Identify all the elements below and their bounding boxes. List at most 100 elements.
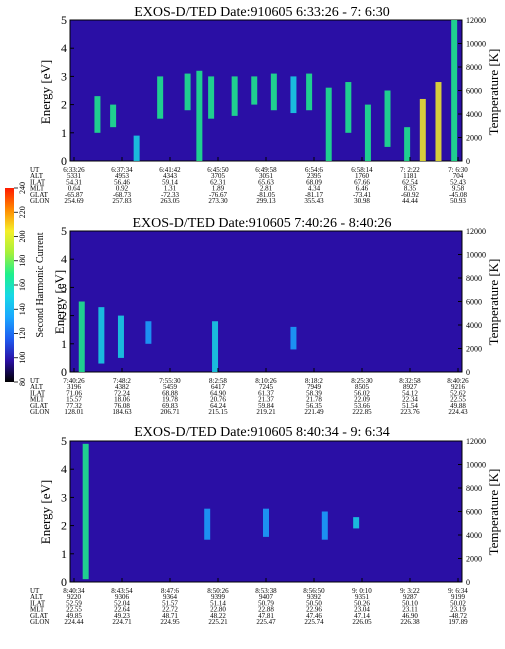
y2-tick-label: 6000 <box>466 298 482 307</box>
orbit-cell: 8:2:58 <box>209 377 227 385</box>
orbit-cell: 6:49:58 <box>255 166 277 174</box>
orbit-cell: 222.85 <box>352 408 372 416</box>
spectrogram-feature <box>117 315 124 358</box>
y2-tick-label: 6000 <box>466 508 482 517</box>
orbit-cell: 8:50:26 <box>207 587 229 595</box>
orbit-cell: 62.54 <box>402 178 418 186</box>
orbit-cell: 299.13 <box>256 197 276 205</box>
orbit-cell: 68.88 <box>162 389 178 397</box>
orbit-cell: 50.50 <box>306 599 322 607</box>
orbit-cell: 257.83 <box>112 197 132 205</box>
spectrogram-feature <box>231 76 238 116</box>
panel-3-y2-ticks: 0 2000 4000 6000 8000 10000 12000 <box>458 437 486 587</box>
orbit-cell: 8:25:30 <box>351 377 373 385</box>
orbit-cell: 9: 6:34 <box>448 587 468 595</box>
spectrogram-feature <box>196 70 203 161</box>
orbit-cell: 6.46 <box>356 185 369 193</box>
orbit-cell: 22.88 <box>258 606 274 614</box>
panel-1-y2label: Temperature [K] <box>486 49 501 136</box>
y-tick-label: 3 <box>61 280 67 294</box>
orbit-cell: -81.05 <box>257 191 276 199</box>
orbit-cell: 47.46 <box>306 612 322 620</box>
orbit-cell: 58.39 <box>306 389 322 397</box>
panel-1: EXOS-D/TED Date:910605 6:33:26 - 7: 6:30… <box>30 5 501 205</box>
orbit-cell: 23.04 <box>354 606 370 614</box>
orbit-cell: 22.72 <box>162 606 178 614</box>
y-tick-label: 1 <box>61 126 67 140</box>
orbit-cell: 52.43 <box>450 178 466 186</box>
orbit-cell: 6:45:50 <box>207 166 229 174</box>
orbit-cell: 6:54:6 <box>305 166 323 174</box>
orbit-cell: 8:43:54 <box>111 587 133 595</box>
spectrogram-feature <box>263 508 269 537</box>
y-tick-label: 1 <box>61 337 67 351</box>
panel-1-orbit-columns: 6:33:26533154.310.64-65.87254.696:37:344… <box>63 157 468 205</box>
orbit-cell: 22.96 <box>306 606 322 614</box>
spectrogram-feature <box>419 98 426 161</box>
spectrogram-feature <box>133 135 140 161</box>
orbit-cell: 53.66 <box>354 402 370 410</box>
orbit-cell: 9306 <box>115 593 130 601</box>
y-tick-label: 0 <box>61 575 67 589</box>
y2-tick-label: 0 <box>466 578 470 587</box>
panel-2-y2label: Temperature [K] <box>486 259 501 346</box>
orbit-cell: 6:33:26 <box>63 166 85 174</box>
orbit-row-label: UT <box>30 166 40 174</box>
orbit-cell: 221.49 <box>304 408 324 416</box>
orbit-cell: 22.09 <box>354 396 370 404</box>
y2-tick-label: 2000 <box>466 555 482 564</box>
y2-tick-label: 8000 <box>466 484 482 493</box>
orbit-cell: 47.14 <box>354 612 370 620</box>
orbit-cell: 44.44 <box>402 197 418 205</box>
orbit-cell: 51.14 <box>210 599 226 607</box>
panel-1-plot-area <box>69 19 463 162</box>
spectrogram-feature <box>212 321 219 372</box>
orbit-cell: 48.71 <box>162 612 178 620</box>
orbit-cell: 273.30 <box>208 197 228 205</box>
orbit-cell: 225.74 <box>304 618 324 626</box>
orbit-cell: 8.35 <box>404 185 417 193</box>
colorbar-tick-label: 240 <box>18 182 27 194</box>
panel-2-y2-ticks: 0 2000 4000 6000 8000 10000 12000 <box>458 227 486 377</box>
orbit-row-label: GLON <box>30 197 49 205</box>
orbit-cell: 50.26 <box>354 599 370 607</box>
orbit-cell: 22.55 <box>450 396 466 404</box>
orbit-cell: 9392 <box>307 593 322 601</box>
orbit-cell: 8927 <box>403 383 418 391</box>
colorbar-tick-label: 120 <box>18 328 27 340</box>
orbit-cell: 1181 <box>403 172 417 180</box>
panel-3-y-ticks: 0 1 2 3 4 5 <box>61 434 74 589</box>
orbit-cell: 9: 0:10 <box>352 587 372 595</box>
y-tick-label: 1 <box>61 547 67 561</box>
orbit-row-label: MLT <box>30 396 45 404</box>
orbit-cell: 3705 <box>211 172 226 180</box>
orbit-cell: 46.90 <box>402 612 418 620</box>
orbit-cell: 68.09 <box>306 178 322 186</box>
y2-tick-label: 12000 <box>466 16 486 25</box>
orbit-cell: 22.80 <box>210 606 226 614</box>
orbit-row-label: UT <box>30 377 40 385</box>
orbit-cell: 50.79 <box>258 599 274 607</box>
orbit-cell: 56.46 <box>114 178 130 186</box>
orbit-cell: -73.41 <box>353 191 372 199</box>
spectrogram-feature <box>110 104 117 128</box>
orbit-cell: 225.47 <box>256 618 276 626</box>
orbit-cell: 8:10:26 <box>255 377 277 385</box>
orbit-row-label: ALT <box>30 383 44 391</box>
orbit-cell: 9199 <box>451 593 466 601</box>
colorbar-tick-label: 160 <box>18 279 27 291</box>
y2-tick-label: 0 <box>466 368 470 377</box>
y2-tick-label: 6000 <box>466 87 482 96</box>
orbit-cell: 3051 <box>259 172 274 180</box>
colorbar-label: Second Harmonic Current <box>35 232 46 337</box>
orbit-cell: 8:53:38 <box>255 587 277 595</box>
orbit-row-label: GLAT <box>30 612 49 620</box>
orbit-cell: 224.95 <box>160 618 180 626</box>
orbit-cell: 62.31 <box>210 178 226 186</box>
y-tick-label: 5 <box>61 434 67 448</box>
panel-1-y-ticks: 0 1 2 3 4 5 <box>61 13 74 168</box>
panel-2-plot-area <box>69 230 463 373</box>
orbit-cell: 64.90 <box>210 389 226 397</box>
colorbar-ticks: 80 100 120 140 160 180 200 220 240 <box>14 182 27 386</box>
